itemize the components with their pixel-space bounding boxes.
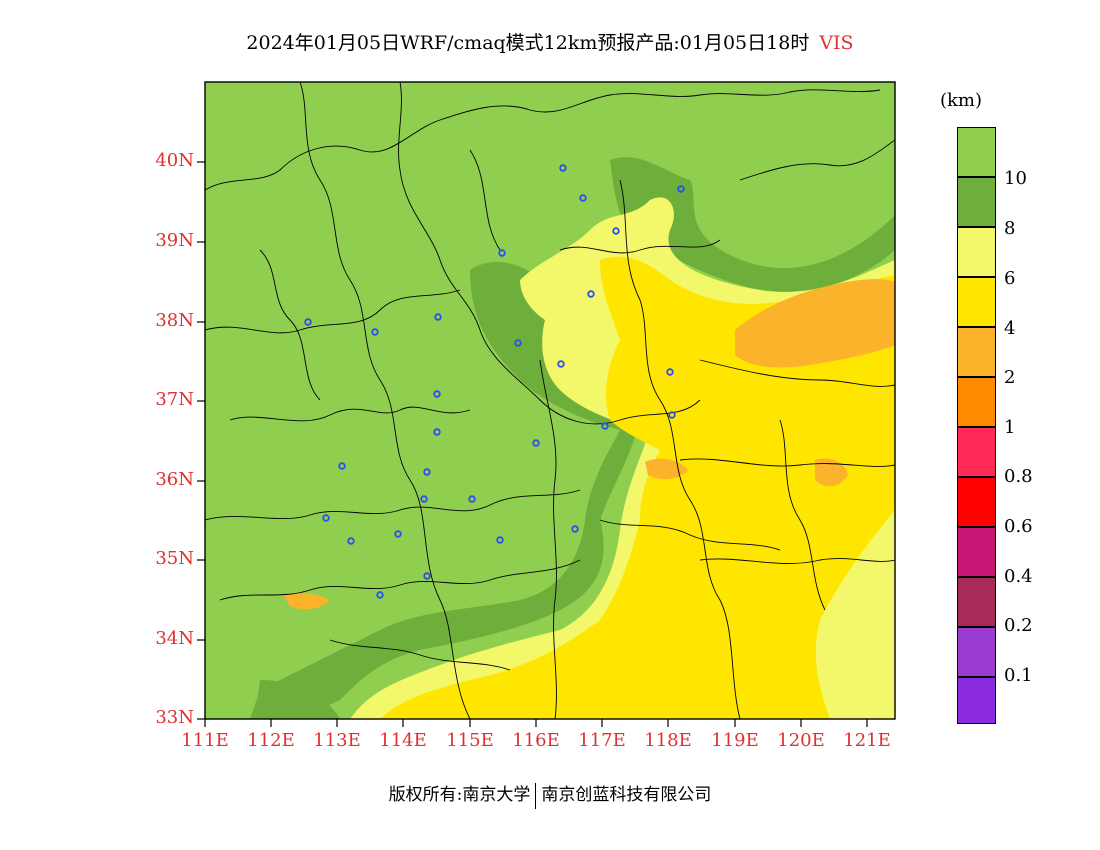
- legend-label: 2: [1004, 367, 1016, 388]
- legend-swatch: [957, 677, 996, 724]
- lon-label: 121E: [843, 730, 891, 751]
- lat-label: 37N: [155, 389, 194, 410]
- lat-label: 35N: [155, 548, 194, 569]
- station-markers: [304, 164, 685, 599]
- lat-label: 38N: [155, 310, 194, 331]
- field-2-4km: [283, 279, 895, 610]
- legend-label: 4: [1004, 318, 1016, 339]
- station-marker: [376, 591, 384, 599]
- footer-copyright: 版权所有:南京大学: [388, 785, 531, 805]
- field-4-6km: [380, 256, 895, 719]
- legend-swatch: [957, 427, 996, 477]
- lat-label: 33N: [155, 707, 194, 728]
- field-8-10km: [250, 157, 895, 719]
- legend-swatch: [957, 577, 996, 627]
- station-marker: [601, 422, 609, 430]
- legend-swatch: [957, 227, 996, 277]
- lon-label: 117E: [578, 730, 626, 751]
- lat-label: 40N: [155, 150, 194, 171]
- legend-label: 0.4: [1004, 566, 1033, 587]
- legend-label: 10: [1004, 168, 1027, 189]
- station-marker: [433, 390, 441, 398]
- station-marker: [434, 313, 442, 321]
- lon-label: 119E: [711, 730, 759, 751]
- lat-label: 34N: [155, 628, 194, 649]
- legend-label: 8: [1004, 218, 1016, 239]
- station-marker: [514, 339, 522, 347]
- footer-company: 南京创蓝科技有限公司: [541, 785, 712, 805]
- legend-label: 0.1: [1004, 665, 1033, 686]
- legend-swatch: [957, 277, 996, 327]
- station-marker: [420, 495, 428, 503]
- lon-ticks: [204, 719, 868, 727]
- station-marker: [677, 185, 685, 193]
- station-marker: [322, 514, 330, 522]
- lon-label: 111E: [181, 730, 229, 751]
- lat-label: 39N: [155, 230, 194, 251]
- legend-swatch: [957, 377, 996, 427]
- station-marker: [612, 227, 620, 235]
- legend-label: 0.6: [1004, 516, 1033, 537]
- legend-swatch: [957, 477, 996, 527]
- map-fields: [205, 82, 895, 719]
- station-marker: [557, 360, 565, 368]
- title-variable: VIS: [819, 32, 854, 54]
- station-marker: [371, 328, 379, 336]
- station-marker: [532, 439, 540, 447]
- lon-label: 114E: [379, 730, 427, 751]
- station-marker: [468, 495, 476, 503]
- legend-swatch: [957, 177, 996, 227]
- legend-label: 6: [1004, 268, 1016, 289]
- station-marker: [559, 164, 567, 172]
- lon-label: 112E: [247, 730, 295, 751]
- legend-swatch: [957, 127, 996, 177]
- station-marker: [571, 525, 579, 533]
- legend-swatch: [957, 627, 996, 677]
- lon-label: 118E: [644, 730, 692, 751]
- station-marker: [338, 462, 346, 470]
- legend-label: 1: [1004, 417, 1016, 438]
- station-marker: [433, 428, 441, 436]
- lat-ticks: [197, 161, 205, 720]
- station-marker: [347, 537, 355, 545]
- station-marker: [668, 411, 676, 419]
- station-marker: [587, 290, 595, 298]
- station-marker: [304, 318, 312, 326]
- legend-swatch: [957, 527, 996, 577]
- title-main: 2024年01月05日WRF/cmaq模式12km预报产品:01月05日18时: [246, 32, 810, 54]
- station-marker: [423, 468, 431, 476]
- lon-label: 115E: [446, 730, 494, 751]
- chart-title: 2024年01月05日WRF/cmaq模式12km预报产品:01月05日18时 V…: [0, 28, 1100, 55]
- footer-divider: [535, 782, 537, 809]
- lon-label: 113E: [313, 730, 361, 751]
- admin-boundaries: [205, 82, 895, 719]
- lat-label: 36N: [155, 469, 194, 490]
- legend-unit: (km): [940, 90, 983, 111]
- legend-label: 0.8: [1004, 466, 1033, 487]
- legend-label: 0.2: [1004, 615, 1033, 636]
- station-marker: [496, 536, 504, 544]
- station-marker: [666, 368, 674, 376]
- footer-credits: 版权所有:南京大学 南京创蓝科技有限公司: [0, 780, 1100, 809]
- station-marker: [579, 194, 587, 202]
- legend-swatch: [957, 327, 996, 377]
- lon-label: 116E: [512, 730, 560, 751]
- station-marker: [423, 572, 431, 580]
- lon-label: 120E: [777, 730, 825, 751]
- station-marker: [498, 249, 506, 257]
- station-marker: [394, 530, 402, 538]
